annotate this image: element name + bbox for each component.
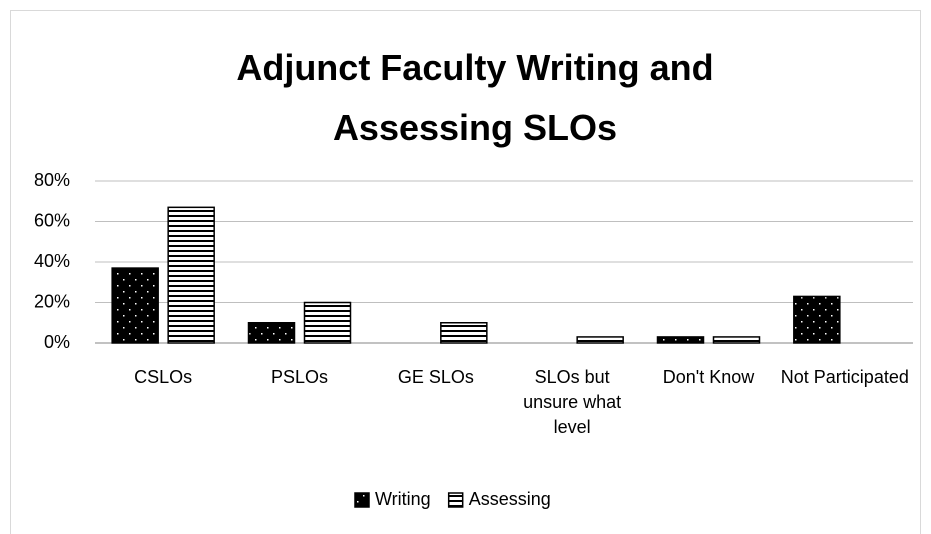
legend-swatch: [354, 492, 370, 508]
bar: [712, 336, 761, 344]
x-tick-label: GE SLOs: [397, 367, 474, 387]
y-tick-label: 80%: [34, 170, 70, 190]
chart-title: Adjunct Faculty Writing and Assessing SL…: [236, 47, 714, 148]
y-tick-label: 40%: [34, 251, 70, 271]
x-tick-label: Don't Know: [662, 367, 755, 387]
y-tick-label: 60%: [34, 210, 70, 230]
x-tick-label: CSLOs: [134, 367, 193, 387]
bar: [656, 336, 705, 344]
legend-label: Writing: [375, 489, 431, 509]
y-tick-label: 20%: [34, 291, 70, 311]
x-tick-label: Not Participated: [780, 367, 909, 387]
bar: [793, 295, 841, 344]
bar: [303, 301, 352, 344]
chart-border: [10, 10, 921, 534]
bar: [167, 206, 215, 344]
x-tick-label: SLOs but unsure what level: [523, 367, 622, 437]
bar: [111, 267, 159, 344]
x-tick-label: PSLOs: [270, 367, 329, 387]
bar: [440, 322, 488, 344]
bar: [247, 322, 296, 344]
y-tick-label: 0%: [44, 332, 70, 352]
legend-swatch: [447, 492, 464, 508]
bar: [576, 336, 624, 344]
legend-label: Assessing: [469, 489, 551, 509]
